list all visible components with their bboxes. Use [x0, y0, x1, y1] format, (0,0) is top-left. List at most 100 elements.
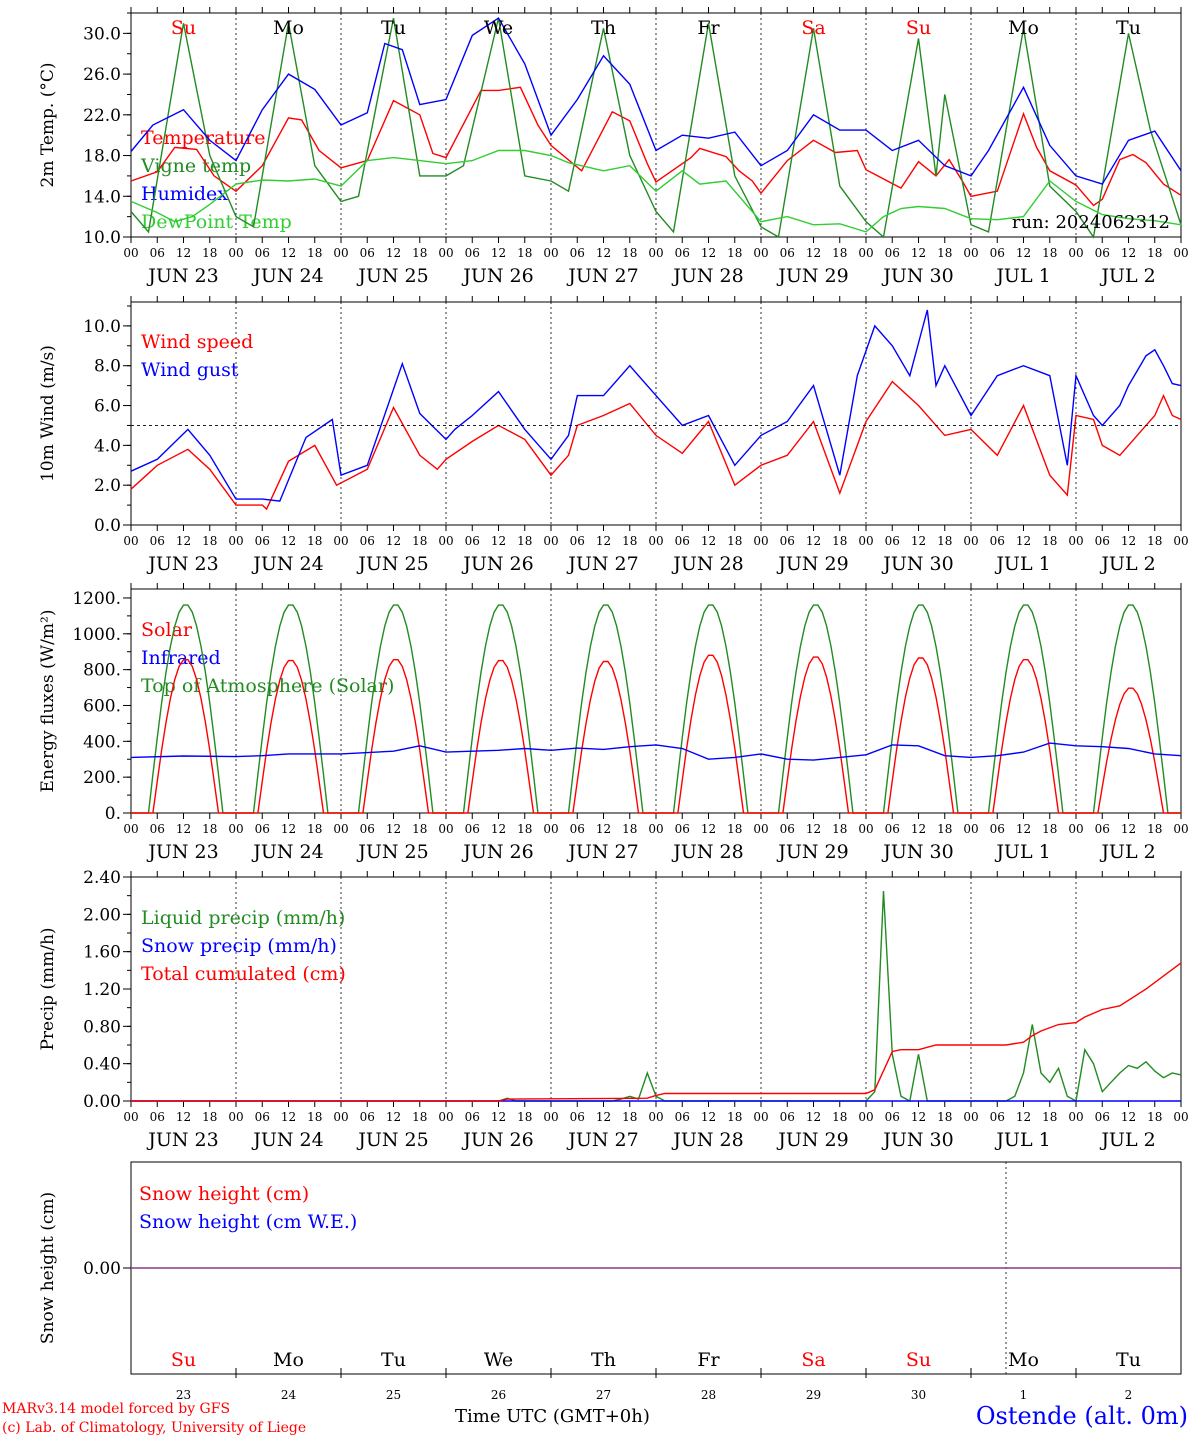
day-number: 27 [596, 1388, 611, 1402]
hour-label: 00 [123, 822, 138, 836]
date-label: JUN 23 [146, 1129, 218, 1151]
hour-label: 12 [281, 822, 296, 836]
date-label: JUL 2 [1099, 553, 1155, 575]
legend-entry: Liquid precip (mm/h) [141, 907, 345, 929]
y-tick-label: 2.40 [83, 868, 121, 888]
date-label: JUN 25 [356, 1129, 428, 1151]
hour-label: 00 [1173, 822, 1188, 836]
hour-label: 00 [963, 246, 978, 260]
hour-label: 12 [701, 534, 716, 548]
hour-label: 06 [570, 1110, 585, 1124]
legend-entry: Snow height (cm) [139, 1183, 309, 1205]
hour-label: 00 [963, 1110, 978, 1124]
run-label: run: 2024062312 [1012, 212, 1170, 233]
y-tick-label: 14.0 [83, 187, 121, 207]
day-letter: Th [591, 17, 616, 39]
y-axis-title: Precip (mm/h) [38, 927, 58, 1050]
hour-label: 06 [150, 534, 165, 548]
day-letter: Su [171, 17, 196, 39]
hour-label: 12 [176, 534, 191, 548]
hour-label: 12 [806, 1110, 821, 1124]
hour-label: 12 [386, 534, 401, 548]
hour-label: 00 [1173, 534, 1188, 548]
hour-label: 18 [832, 1110, 847, 1124]
hour-label: 18 [937, 822, 952, 836]
hour-label: 12 [491, 822, 506, 836]
hour-label: 18 [412, 822, 427, 836]
date-label: JUN 27 [566, 1129, 638, 1151]
hour-label: 00 [1173, 246, 1188, 260]
day-letter: We [484, 17, 513, 39]
legend-entry: Humidex [141, 183, 228, 205]
hour-label: 18 [832, 534, 847, 548]
date-label: JUL 1 [994, 1129, 1050, 1151]
date-label: JUN 28 [671, 1129, 743, 1151]
day-letter: Sa [801, 1349, 825, 1371]
hour-label: 12 [176, 1110, 191, 1124]
date-label: JUN 28 [671, 553, 743, 575]
hour-label: 12 [491, 534, 506, 548]
y-axis-title: 2m Temp. (°C) [38, 62, 58, 187]
y-tick-label: 0.00 [83, 1259, 121, 1279]
day-number: 25 [386, 1388, 401, 1402]
hour-label: 06 [990, 822, 1005, 836]
legend-entry: Top of Atmosphere (Solar) [141, 675, 394, 697]
hour-label: 18 [517, 1110, 532, 1124]
y-tick-label: 30.0 [83, 24, 121, 44]
hour-label: 00 [648, 246, 663, 260]
date-label: JUL 1 [994, 265, 1050, 287]
date-label: JUL 1 [994, 553, 1050, 575]
hour-label: 12 [1121, 534, 1136, 548]
hour-label: 00 [543, 534, 558, 548]
date-label: JUN 23 [146, 265, 218, 287]
date-label: JUN 26 [461, 841, 533, 863]
date-label: JUN 23 [146, 841, 218, 863]
hour-label: 00 [228, 246, 243, 260]
hour-label: 12 [1016, 1110, 1031, 1124]
hour-label: 00 [648, 534, 663, 548]
day-letter: Tu [1116, 1349, 1141, 1371]
hour-label: 00 [228, 822, 243, 836]
hour-label: 00 [543, 822, 558, 836]
date-label: JUN 29 [776, 841, 848, 863]
hour-label: 18 [202, 1110, 217, 1124]
hour-label: 18 [937, 534, 952, 548]
hour-label: 06 [465, 534, 480, 548]
hour-label: 18 [412, 1110, 427, 1124]
series-line [130, 380, 1182, 511]
hour-label: 12 [386, 1110, 401, 1124]
date-label: JUN 27 [566, 553, 638, 575]
hour-label: 06 [885, 822, 900, 836]
legend-entry: Wind speed [141, 331, 253, 353]
hour-label: 06 [1095, 534, 1110, 548]
hour-label: 12 [911, 246, 926, 260]
hour-label: 12 [1121, 246, 1136, 260]
hour-label: 12 [596, 534, 611, 548]
hour-label: 18 [832, 246, 847, 260]
day-letter: Su [906, 1349, 931, 1371]
hour-label: 12 [806, 246, 821, 260]
hour-label: 06 [990, 1110, 1005, 1124]
hour-label: 18 [412, 534, 427, 548]
date-label: JUN 24 [251, 265, 323, 287]
hour-label: 00 [963, 822, 978, 836]
hour-label: 06 [885, 1110, 900, 1124]
hour-label: 12 [596, 822, 611, 836]
day-letter: Mo [1008, 1349, 1039, 1371]
hour-label: 18 [1042, 1110, 1057, 1124]
y-tick-label: 6.0 [94, 397, 121, 417]
hour-label: 00 [543, 1110, 558, 1124]
series-line [130, 86, 1182, 207]
hour-label: 06 [360, 534, 375, 548]
hour-label: 06 [675, 1110, 690, 1124]
hour-label: 00 [858, 1110, 873, 1124]
legend-entry: DewPoint Temp [141, 211, 292, 233]
day-letter: Tu [381, 1349, 406, 1371]
hour-label: 00 [228, 534, 243, 548]
hour-label: 12 [491, 1110, 506, 1124]
day-number: 29 [806, 1388, 821, 1402]
hour-label: 00 [1068, 1110, 1083, 1124]
hour-label: 00 [333, 822, 348, 836]
hour-label: 18 [1147, 822, 1162, 836]
date-label: JUN 30 [881, 265, 953, 287]
